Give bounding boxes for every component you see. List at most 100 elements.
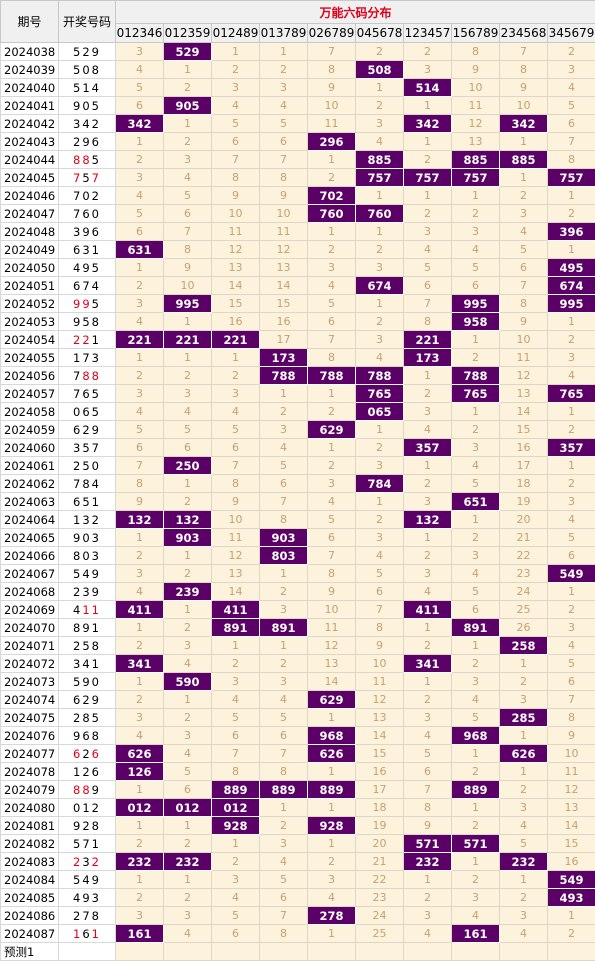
draw-number-cell: 012 [58, 798, 116, 817]
miss-count-cell: 1 [307, 798, 356, 817]
draw-number-cell: 493 [58, 888, 116, 907]
miss-count-cell: 5 [211, 420, 260, 439]
miss-count-cell: 1 [307, 834, 356, 853]
miss-count-cell: 1 [115, 780, 164, 799]
period-cell: 2024046 [0, 186, 59, 205]
miss-count-cell: 2 [451, 420, 500, 439]
miss-count-cell: 2 [451, 528, 500, 547]
hit-cell: 296 [307, 132, 356, 151]
miss-count-cell: 4 [403, 240, 452, 259]
period-cell: 2024038 [0, 42, 59, 61]
miss-count-cell: 4 [546, 78, 595, 97]
hit-cell: 626 [499, 744, 548, 763]
miss-count-cell: 1 [499, 870, 548, 889]
miss-count-cell: 1 [546, 186, 595, 205]
miss-count-cell: 4 [403, 582, 452, 601]
miss-count-cell: 1 [307, 222, 356, 241]
miss-count-cell: 1 [355, 294, 404, 313]
miss-count-cell: 1 [163, 546, 212, 565]
table-row: 2024079 889 1 6 889 889 889 17 7 889 2 12 [0, 780, 595, 799]
miss-count-cell: 13 [307, 654, 356, 673]
prediction-cell [355, 942, 404, 961]
period-cell: 2024071 [0, 636, 59, 655]
period-cell: 2024050 [0, 258, 59, 277]
miss-count-cell: 8 [211, 762, 260, 781]
miss-count-cell: 4 [546, 366, 595, 385]
miss-count-cell: 5 [451, 258, 500, 277]
miss-count-cell: 7 [546, 690, 595, 709]
hit-cell: 626 [115, 744, 164, 763]
period-cell: 2024058 [0, 402, 59, 421]
miss-count-cell: 6 [259, 474, 308, 493]
draw-number-cell: 968 [58, 726, 116, 745]
miss-count-cell: 2 [211, 60, 260, 79]
period-cell: 2024064 [0, 510, 59, 529]
table-row: 2024074 629 2 1 4 4 629 12 2 4 3 7 [0, 690, 595, 709]
miss-count-cell: 1 [259, 384, 308, 403]
miss-count-cell: 14 [499, 402, 548, 421]
miss-count-cell: 3 [259, 420, 308, 439]
miss-count-cell: 2 [451, 348, 500, 367]
miss-count-cell: 1 [499, 132, 548, 151]
miss-count-cell: 2 [546, 420, 595, 439]
period-cell: 2024069 [0, 600, 59, 619]
miss-count-cell: 2 [163, 708, 212, 727]
miss-count-cell: 2 [211, 852, 260, 871]
miss-count-cell: 2 [355, 312, 404, 331]
miss-count-cell: 8 [163, 240, 212, 259]
miss-count-cell: 5 [451, 582, 500, 601]
miss-count-cell: 2 [259, 582, 308, 601]
miss-count-cell: 4 [307, 276, 356, 295]
miss-count-cell: 7 [499, 276, 548, 295]
miss-count-cell: 9 [163, 258, 212, 277]
miss-count-cell: 13 [499, 384, 548, 403]
miss-count-cell: 9 [259, 186, 308, 205]
table-row: 2024059 629 5 5 5 3 629 1 4 2 15 2 [0, 420, 595, 439]
period-cell: 2024075 [0, 708, 59, 727]
miss-count-cell: 5 [115, 420, 164, 439]
hit-cell: 803 [259, 546, 308, 565]
miss-count-cell: 17 [499, 456, 548, 475]
miss-count-cell: 4 [355, 348, 404, 367]
miss-count-cell: 6 [307, 528, 356, 547]
miss-count-cell: 1 [115, 870, 164, 889]
miss-count-cell: 8 [259, 762, 308, 781]
hit-cell: 928 [211, 816, 260, 835]
miss-count-cell: 8 [115, 474, 164, 493]
miss-count-cell: 11 [451, 96, 500, 115]
miss-count-cell: 12 [355, 690, 404, 709]
period-cell: 2024052 [0, 294, 59, 313]
miss-count-cell: 6 [115, 222, 164, 241]
miss-count-cell: 12 [211, 240, 260, 259]
miss-count-cell: 9 [115, 492, 164, 511]
miss-count-cell: 1 [259, 564, 308, 583]
hit-cell: 342 [115, 114, 164, 133]
miss-count-cell: 8 [259, 168, 308, 187]
miss-count-cell: 3 [259, 600, 308, 619]
miss-count-cell: 2 [546, 42, 595, 61]
miss-count-cell: 3 [307, 870, 356, 889]
table-row: 2024042 342 342 1 5 5 11 3 342 12 342 6 [0, 114, 595, 133]
miss-count-cell: 2 [115, 546, 164, 565]
draw-number-cell: 495 [58, 258, 116, 277]
draw-number-cell: 250 [58, 456, 116, 475]
prediction-cell [163, 942, 212, 961]
hit-cell: 342 [403, 114, 452, 133]
miss-count-cell: 8 [546, 708, 595, 727]
miss-count-cell: 6 [211, 924, 260, 943]
hit-cell: 065 [355, 402, 404, 421]
period-cell: 2024082 [0, 834, 59, 853]
draw-number-cell: 765 [58, 384, 116, 403]
draw-number-cell: 885 [58, 150, 116, 169]
miss-count-cell: 4 [163, 168, 212, 187]
miss-count-cell: 1 [259, 798, 308, 817]
miss-count-cell: 19 [499, 492, 548, 511]
miss-count-cell: 3 [403, 492, 452, 511]
period-cell: 2024045 [0, 168, 59, 187]
table-row: 2024080 012 012 012 012 1 1 18 8 1 3 13 [0, 798, 595, 817]
miss-count-cell: 7 [115, 456, 164, 475]
draw-number-cell: 296 [58, 132, 116, 151]
miss-count-cell: 8 [403, 312, 452, 331]
miss-count-cell: 2 [259, 654, 308, 673]
miss-count-cell: 16 [546, 852, 595, 871]
